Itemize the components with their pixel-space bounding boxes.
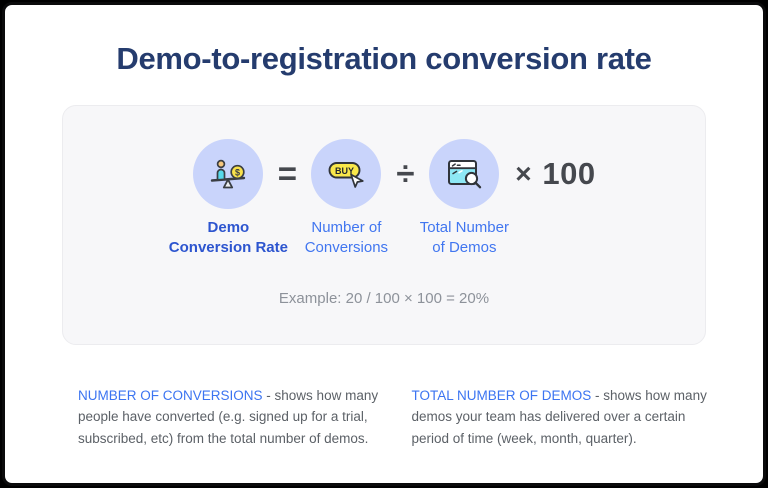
label-line: Conversions — [304, 239, 389, 256]
label-line: Conversion Rate — [168, 239, 288, 256]
label-line: Demo — [207, 219, 250, 236]
formula-item-total-number-of-demos: Total Number of Demos — [408, 139, 520, 258]
operator-equals: = — [277, 155, 298, 192]
balance-scale-icon: $ — [211, 159, 246, 189]
formula-item-number-of-conversions: BUY Number of Conversions — [290, 139, 402, 258]
formula-item-label: Demo Conversion Rate — [169, 218, 288, 258]
label-line: of Demos — [432, 239, 497, 256]
page-title: Demo-to-registration conversion rate — [116, 41, 652, 76]
operator-divide: ÷ — [396, 155, 415, 192]
definitions-section: NUMBER OF CONVERSIONS - shows how many p… — [5, 371, 763, 463]
formula-panel: $ Demo Conversion Rate = BUY — [62, 105, 706, 345]
operator-multiply: × — [515, 158, 532, 189]
definition-number-of-conversions: NUMBER OF CONVERSIONS - shows how many p… — [78, 385, 390, 450]
definition-term: NUMBER OF CONVERSIONS — [78, 387, 263, 403]
browser-search-icon — [448, 160, 482, 189]
svg-text:BUY: BUY — [335, 166, 354, 176]
formula-item-label: Number of Conversions — [305, 218, 388, 258]
definition-term: TOTAL NUMBER OF DEMOS — [411, 387, 592, 403]
circle-badge — [429, 139, 500, 209]
circle-badge: $ — [193, 139, 264, 209]
buy-button-cursor-icon: BUY — [328, 162, 365, 188]
circle-badge: BUY — [311, 139, 382, 209]
formula-item-demo-conversion-rate: $ Demo Conversion Rate — [169, 139, 288, 258]
svg-text:$: $ — [235, 167, 240, 177]
definition-description: - shows how many demos your team has del… — [411, 387, 707, 446]
formula-item-label: Total Number of Demos — [420, 218, 509, 258]
multiplier-value: 100 — [542, 156, 596, 191]
definition-description: - shows how many people have converted (… — [78, 387, 379, 446]
formula-row: $ Demo Conversion Rate = BUY — [63, 139, 705, 258]
label-line: Total Number — [419, 219, 509, 236]
label-line: Number of — [311, 219, 382, 236]
definition-total-number-of-demos: TOTAL NUMBER OF DEMOS - shows how many d… — [412, 385, 724, 450]
example-text: Example: 20 / 100 × 100 = 20% — [278, 290, 490, 307]
